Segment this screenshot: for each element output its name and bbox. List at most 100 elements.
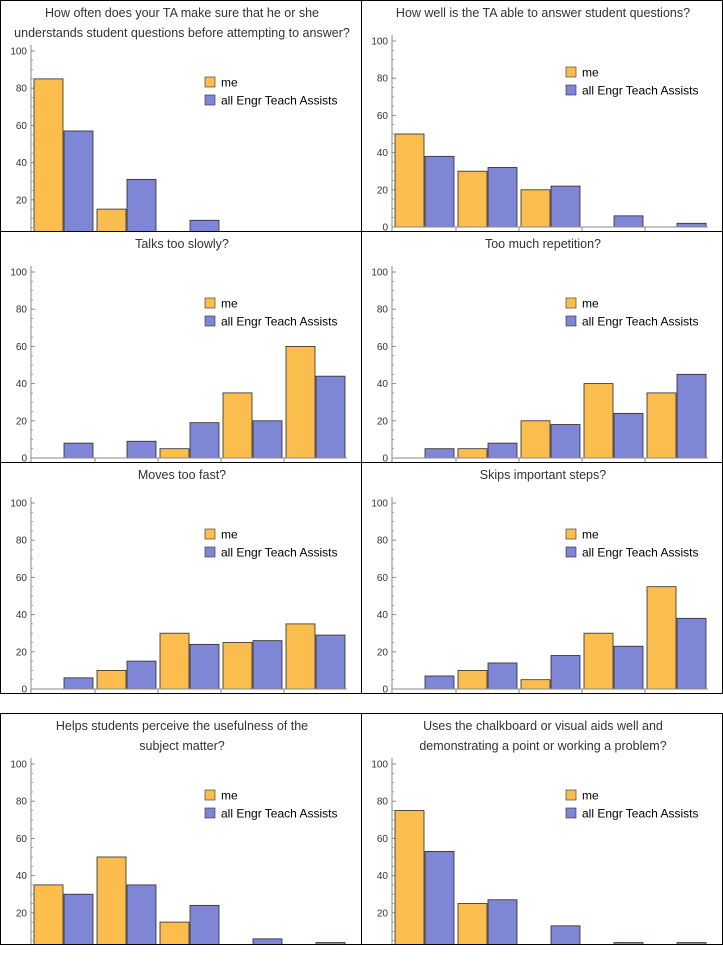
legend-swatch-all xyxy=(565,84,577,96)
bar-all xyxy=(252,640,283,690)
legend-label-all: all Engr Teach Assists xyxy=(582,84,699,98)
bar-me xyxy=(646,392,677,459)
y-tick-label: 100 xyxy=(371,37,388,48)
bar-me xyxy=(33,78,64,231)
bar-all xyxy=(613,942,644,944)
y-tick-label: 0 xyxy=(382,454,388,464)
chart-panel-5: Moves too fast? 0 20 40 60 80 100 yes no me all En… xyxy=(0,462,362,694)
legend-swatch-me xyxy=(204,76,216,88)
bar-me xyxy=(520,679,551,690)
y-tick-label: 80 xyxy=(16,797,28,808)
y-tick-label: 40 xyxy=(377,379,389,390)
legend-swatch-me xyxy=(565,297,577,309)
x-category-label: no xyxy=(671,693,682,694)
legend-swatch-me xyxy=(565,66,577,78)
chart-svg: Too much repetition?020406080100yesnomea… xyxy=(371,237,708,464)
bar-all xyxy=(550,185,581,228)
legend-label-me: me xyxy=(582,297,599,311)
y-tick-label: 100 xyxy=(10,47,27,58)
bar-all xyxy=(550,925,581,944)
y-tick-label: 100 xyxy=(10,268,27,279)
legend-swatch-me xyxy=(204,297,216,309)
x-category-label: yes xyxy=(56,693,71,694)
bar-all xyxy=(126,660,157,690)
bar-all xyxy=(63,130,94,231)
bar-me xyxy=(520,189,551,228)
y-tick-label: 40 xyxy=(16,610,28,621)
chart-title: Moves too fast? xyxy=(138,468,226,482)
bar-all xyxy=(315,942,346,944)
legend-swatch-all xyxy=(204,546,216,558)
bar-me xyxy=(457,903,488,944)
bar-me xyxy=(394,133,425,228)
bar-me xyxy=(457,170,488,228)
legend-swatch-all xyxy=(204,315,216,327)
bar-me xyxy=(285,346,316,459)
bar-all xyxy=(676,222,707,228)
bar-me xyxy=(96,208,127,231)
chart-svg: How often does your TA make sure that he… xyxy=(10,6,350,231)
bar-all xyxy=(252,938,283,944)
chart-svg: Skips important steps? 0 20 40 60 80 100 yes no m… xyxy=(371,468,708,694)
bar-me xyxy=(583,632,614,690)
legend-swatch-me xyxy=(565,528,577,540)
bar-all xyxy=(189,904,220,944)
bar-all xyxy=(189,643,220,690)
legend-label-me: me xyxy=(221,297,238,311)
legend-label-all: all Engr Teach Assists xyxy=(221,315,338,329)
chart-title: How well is the TA able to answer studen… xyxy=(396,6,690,20)
bar-all xyxy=(126,884,157,944)
y-tick-label: 60 xyxy=(377,834,389,845)
chart-panel-7: Helps students perceive the usefulness o… xyxy=(0,713,362,945)
bar-me xyxy=(457,448,488,459)
y-tick-label: 20 xyxy=(16,416,28,427)
y-tick-label: 0 xyxy=(21,685,27,695)
y-tick-label: 40 xyxy=(16,871,28,882)
y-tick-label: 80 xyxy=(16,536,28,547)
legend-swatch-all xyxy=(565,315,577,327)
y-tick-label: 20 xyxy=(377,185,389,196)
bar-all xyxy=(676,617,707,690)
y-tick-label: 100 xyxy=(371,268,388,279)
legend-swatch-all xyxy=(204,94,216,106)
y-tick-label: 80 xyxy=(16,305,28,316)
y-tick-label: 20 xyxy=(16,647,28,658)
x-category-label: no xyxy=(310,693,321,694)
legend-swatch-me xyxy=(204,789,216,801)
y-tick-label: 100 xyxy=(371,760,388,771)
bar-all xyxy=(487,442,518,459)
bar-me xyxy=(285,623,316,690)
legend-label-all: all Engr Teach Assists xyxy=(221,546,338,560)
bar-all xyxy=(550,655,581,690)
x-category-label: yes xyxy=(417,693,432,694)
chart-svg: Helps students perceive the usefulness o… xyxy=(10,719,346,944)
y-tick-label: 60 xyxy=(16,573,28,584)
y-tick-label: 40 xyxy=(16,379,28,390)
y-tick-label: 100 xyxy=(371,499,388,510)
chart-panel-6: Skips important steps? 0 20 40 60 80 100 yes no m… xyxy=(361,462,723,694)
legend-label-all: all Engr Teach Assists xyxy=(582,315,699,329)
chart-panel-4: Too much repetition?020406080100yesnomea… xyxy=(361,231,723,463)
legend-swatch-me xyxy=(565,789,577,801)
bar-me xyxy=(520,420,551,459)
chart-svg: Talks too slowly?020406080100yesnomeall … xyxy=(10,237,347,462)
bar-all xyxy=(126,178,157,231)
bar-all xyxy=(487,662,518,690)
y-tick-label: 40 xyxy=(377,871,389,882)
chart-title: Helps students perceive the usefulness o… xyxy=(56,719,308,733)
bar-all xyxy=(252,420,283,459)
legend-label-all: all Engr Teach Assists xyxy=(582,546,699,560)
chart-title: Uses the chalkboard or visual aids well … xyxy=(423,719,663,733)
chart-title: Too much repetition? xyxy=(485,237,601,251)
y-tick-label: 40 xyxy=(377,148,389,159)
bar-all xyxy=(63,442,94,459)
bar-all xyxy=(487,899,518,944)
bar-all xyxy=(63,893,94,944)
chart-title: How often does your TA make sure that he… xyxy=(45,6,319,20)
legend-label-me: me xyxy=(582,66,599,80)
legend-label-me: me xyxy=(221,76,238,90)
bar-me xyxy=(394,810,425,944)
legend-label-me: me xyxy=(221,528,238,542)
bar-me xyxy=(457,669,488,690)
